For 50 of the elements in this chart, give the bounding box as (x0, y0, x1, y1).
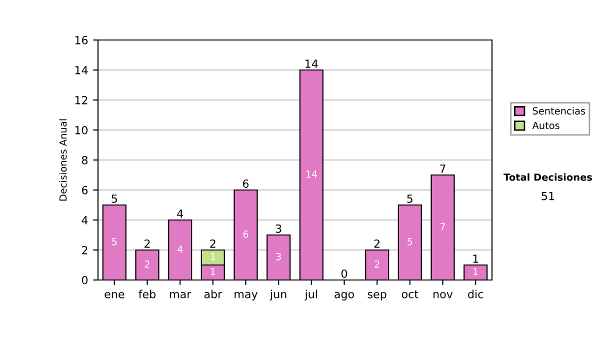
legend-label: Autos (532, 122, 560, 130)
total-label: 6 (242, 179, 249, 188)
total-label: 4 (177, 210, 183, 218)
x-tick-label: oct (402, 290, 418, 298)
total-label: 2 (144, 239, 150, 248)
data-label: 4 (177, 246, 183, 253)
total-label: 5 (112, 194, 117, 203)
x-tick-label: ene (104, 292, 124, 298)
y-tick-label: 0 (82, 276, 88, 284)
data-label: 1 (210, 268, 216, 276)
x-tick-label: abr (204, 290, 222, 298)
data-label: 14 (306, 170, 318, 178)
text: Total Decisiones (504, 173, 592, 181)
data-label: 3 (276, 252, 281, 260)
x-tick-label: jun (270, 290, 286, 300)
total-label: 3 (276, 224, 282, 233)
y-tick-label: 14 (75, 66, 88, 74)
data-label: 2 (374, 260, 380, 268)
x-tick-label: feb (138, 290, 156, 298)
x-tick-label: sep (368, 292, 386, 300)
x-tick-label: jul (304, 290, 317, 300)
x-tick-label: nov (434, 292, 453, 298)
total-label: 14 (306, 60, 318, 68)
text: 51 (542, 192, 554, 200)
y-tick-label: 12 (75, 96, 88, 104)
data-label: 2 (144, 260, 150, 268)
y-tick-label: 6 (82, 186, 88, 194)
total-label: 1 (473, 254, 478, 263)
data-label: 1 (210, 253, 216, 260)
y-axis-title: Decisiones Anual (59, 119, 67, 201)
total-label: 2 (374, 239, 380, 248)
data-label: 6 (243, 230, 248, 238)
x-tick-label: ago (334, 292, 354, 300)
y-tick-label: 4 (82, 216, 88, 224)
total-label: 7 (440, 164, 446, 173)
x-tick-label: mar (170, 292, 192, 298)
total-label: 0 (341, 269, 348, 278)
y-tick-label: 10 (75, 126, 88, 134)
y-tick-label: 8 (82, 156, 88, 164)
data-label: 7 (440, 223, 446, 230)
total-label: 2 (210, 239, 216, 248)
y-tick-label: 16 (75, 36, 88, 44)
x-tick-label: may (234, 292, 258, 300)
data-label: 1 (474, 268, 478, 276)
y-tick-label: 2 (82, 246, 88, 254)
total-label: 5 (407, 194, 412, 203)
legend-label: Sentencias (532, 107, 586, 115)
data-label: 5 (408, 238, 412, 246)
x-tick-label: dic (468, 290, 484, 298)
data-label: 5 (112, 238, 117, 246)
